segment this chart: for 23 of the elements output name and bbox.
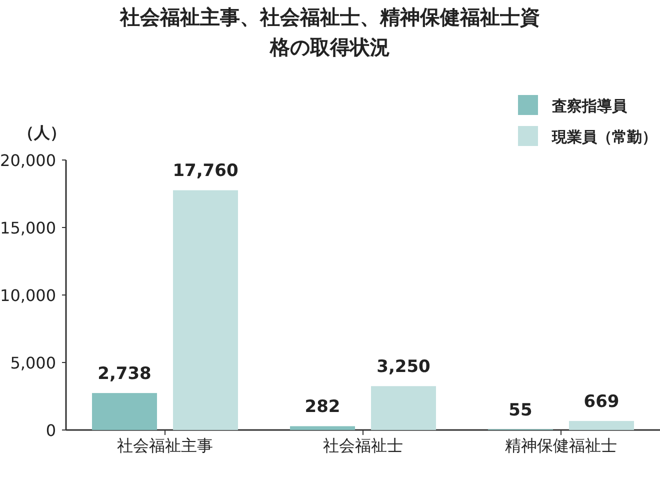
x-tick-label: 精神保健福祉士 bbox=[505, 436, 617, 455]
text: 669 bbox=[584, 392, 620, 412]
bar bbox=[371, 386, 436, 430]
text: 3,250 bbox=[376, 357, 430, 378]
x-tick-label: 社会福祉主事 bbox=[117, 436, 213, 455]
text: 282 bbox=[304, 397, 340, 418]
text: 2,738 bbox=[98, 364, 152, 384]
bar bbox=[290, 426, 355, 430]
y-tick-label: 20,000 bbox=[0, 151, 56, 170]
y-tick-label: 0 bbox=[46, 421, 56, 440]
text: 17,760 bbox=[172, 161, 238, 182]
legend-label: 現業員（常勤） bbox=[551, 128, 657, 146]
y-tick-label: 5,000 bbox=[10, 354, 56, 372]
y-tick-label: 15,000 bbox=[0, 218, 56, 238]
text: 55 bbox=[508, 400, 532, 420]
legend-label: 査察指導員 bbox=[551, 97, 628, 115]
y-axis-title: （人） bbox=[18, 123, 66, 142]
bar bbox=[569, 420, 634, 430]
bar bbox=[173, 190, 238, 430]
chart-title: 社会福祉主事、社会福祉士、精神保健福祉士資格の取得状況 bbox=[119, 5, 540, 59]
bar bbox=[92, 393, 157, 430]
x-tick-label: 社会福祉士 bbox=[323, 436, 403, 455]
y-tick-label: 10,000 bbox=[0, 286, 56, 305]
